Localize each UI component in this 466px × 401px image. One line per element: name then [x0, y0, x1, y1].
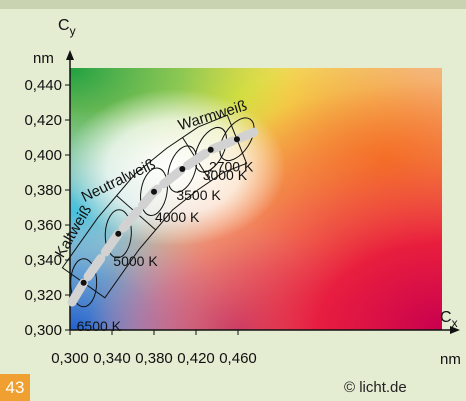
data-point: [233, 136, 240, 143]
point-label: 3500 K: [176, 187, 221, 203]
data-point: [80, 279, 87, 286]
tolerance-ellipse: [70, 258, 98, 308]
band-outline: [61, 114, 248, 299]
y-tick-label: 0,300: [24, 322, 62, 339]
y-axis-label: Cy: [58, 17, 76, 38]
y-tick-label: 0,380: [24, 182, 62, 199]
y-tick-label: 0,420: [24, 112, 62, 129]
x-axis-label-sub: x: [452, 316, 458, 330]
point-label: 2700 K: [209, 158, 254, 174]
tolerance-ellipse: [219, 117, 255, 162]
y-tick-label: 0,320: [24, 287, 62, 304]
y-tick-label: 0,440: [24, 77, 62, 94]
y-tick-label: 0,400: [24, 147, 62, 164]
data-point: [179, 166, 186, 172]
x-tick-label: 0,420: [177, 350, 215, 367]
y-axis-label-main: C: [58, 17, 70, 34]
y-axis-arrow: [66, 50, 74, 60]
data-point: [207, 146, 214, 153]
copyright-notice: © licht.de: [344, 379, 407, 396]
y-axis-label-sub: y: [70, 24, 76, 38]
color-spectrum-background: [70, 68, 442, 330]
top-band: [0, 0, 466, 9]
y-tick-label: 0,360: [24, 217, 62, 234]
data-point: [151, 188, 157, 195]
tolerance-ellipse: [140, 167, 168, 217]
y-tick-label: 0,340: [24, 252, 62, 269]
point-label: 6500 K: [77, 318, 122, 334]
x-tick-label: 0,300: [51, 350, 89, 367]
point-label: 5000 K: [113, 253, 158, 269]
x-axis-arrow: [450, 326, 460, 334]
color-temperature-points: [80, 136, 240, 286]
tolerance-ellipse: [167, 145, 198, 193]
tolerance-ellipse: [194, 126, 227, 173]
x-axis-unit: nm: [440, 351, 461, 368]
page-number: 43: [0, 374, 30, 401]
tolerance-ellipses: [70, 117, 255, 308]
x-axis-label-main: C: [440, 309, 452, 326]
y-axis-unit: nm: [33, 50, 54, 67]
planckian-locus: [67, 127, 259, 307]
tolerance-ellipse: [104, 209, 132, 259]
chromaticity-chart: Cy nm Cx nm 0,440 0,420 0,400 0,380 0,360 0,3…: [24, 17, 461, 368]
x-tick-label: 0,340: [93, 350, 131, 367]
data-point: [115, 230, 122, 237]
x-axis-ticks: 0,300 0,340 0,380 0,420 0,460: [51, 330, 257, 367]
x-axis-label: Cx: [440, 309, 458, 330]
point-label: 3000 K: [203, 167, 248, 183]
x-tick-label: 0,460: [219, 350, 257, 367]
y-axis-ticks: 0,440 0,420 0,400 0,380 0,360 0,340 0,320 0,300: [24, 77, 70, 339]
x-tick-label: 0,380: [135, 350, 173, 367]
point-label: 4000 K: [155, 209, 200, 225]
